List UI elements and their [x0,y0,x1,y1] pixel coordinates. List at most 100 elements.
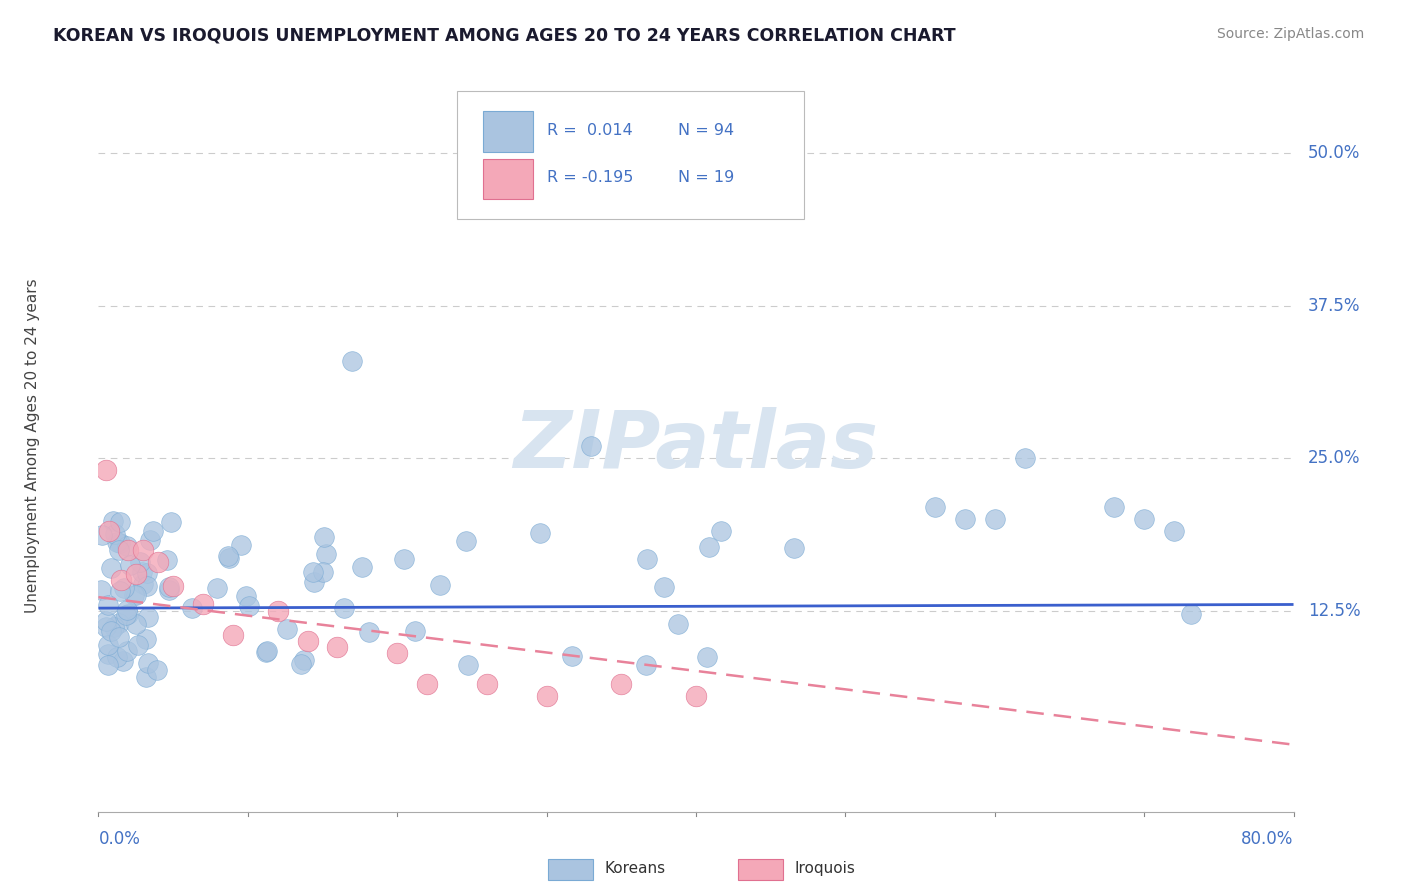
Point [108,630,131,644]
Text: 80.0%: 80.0% [1241,830,1294,848]
Point [162,579,184,593]
Point [256,644,278,658]
Point [108,536,131,550]
Point [314,530,336,544]
Point [302,575,325,590]
Point [1180,607,1202,622]
Point [135,579,157,593]
Point [131,565,153,579]
Point [416,676,439,690]
Point [984,512,1007,526]
Point [536,689,558,703]
Point [90,582,112,597]
Point [110,573,132,587]
Point [97,524,120,539]
Point [180,600,202,615]
Point [136,566,159,580]
Point [142,524,165,538]
Point [125,567,148,582]
Point [94,620,117,634]
Point [115,603,138,617]
Point [238,599,260,614]
Point [132,576,155,591]
FancyBboxPatch shape [484,112,533,152]
Point [117,607,139,622]
Point [924,500,946,514]
Text: N = 94: N = 94 [678,122,734,137]
Point [108,616,131,631]
Point [135,632,157,647]
Point [404,624,426,638]
Point [475,676,498,690]
Text: Unemployment Among Ages 20 to 24 years: Unemployment Among Ages 20 to 24 years [25,278,41,614]
Point [652,580,675,594]
Text: N = 19: N = 19 [678,170,734,185]
Point [125,616,148,631]
Point [104,527,127,541]
Text: 37.5%: 37.5% [1308,297,1361,315]
Point [429,578,451,592]
Point [267,604,290,618]
Point [529,526,551,541]
Point [312,565,335,579]
Point [350,560,373,574]
Point [294,653,316,667]
Point [118,558,141,573]
Point [359,625,381,640]
Point [953,512,976,526]
Point [108,542,131,557]
Point [342,353,364,368]
Point [148,555,170,569]
Point [129,555,152,569]
Point [105,535,128,549]
Point [97,658,120,673]
Point [315,547,337,561]
Point [560,648,582,663]
Point [1104,500,1126,514]
Text: 0.0%: 0.0% [98,830,141,848]
Point [117,542,139,557]
Point [454,534,477,549]
Point [231,538,253,552]
Point [111,654,134,668]
Point [139,533,162,548]
Point [132,542,155,557]
Point [581,439,603,453]
Point [685,689,707,703]
Point [636,551,658,566]
Point [222,628,245,642]
Point [394,551,416,566]
Text: 50.0%: 50.0% [1308,145,1360,162]
Point [297,634,319,648]
Point [666,617,689,632]
Point [610,676,633,690]
Point [697,541,720,555]
Point [302,566,325,580]
FancyBboxPatch shape [484,159,533,199]
Point [94,615,117,629]
Point [696,650,718,665]
Point [135,670,157,684]
Point [205,581,228,595]
Point [457,658,479,673]
Point [108,583,131,598]
Text: Koreans: Koreans [605,862,665,876]
Point [157,583,180,598]
Text: R =  0.014: R = 0.014 [547,122,633,137]
Point [290,657,312,672]
Text: Iroquois: Iroquois [794,862,855,876]
Point [97,638,120,652]
Point [634,657,657,672]
Point [160,515,183,529]
Point [100,624,122,639]
Point [105,649,128,664]
Point [385,646,409,660]
Point [97,647,120,661]
Point [191,598,214,612]
Text: 25.0%: 25.0% [1308,450,1361,467]
Point [326,640,349,655]
Point [115,643,138,657]
Point [156,553,179,567]
Point [101,514,124,528]
Point [276,622,298,636]
